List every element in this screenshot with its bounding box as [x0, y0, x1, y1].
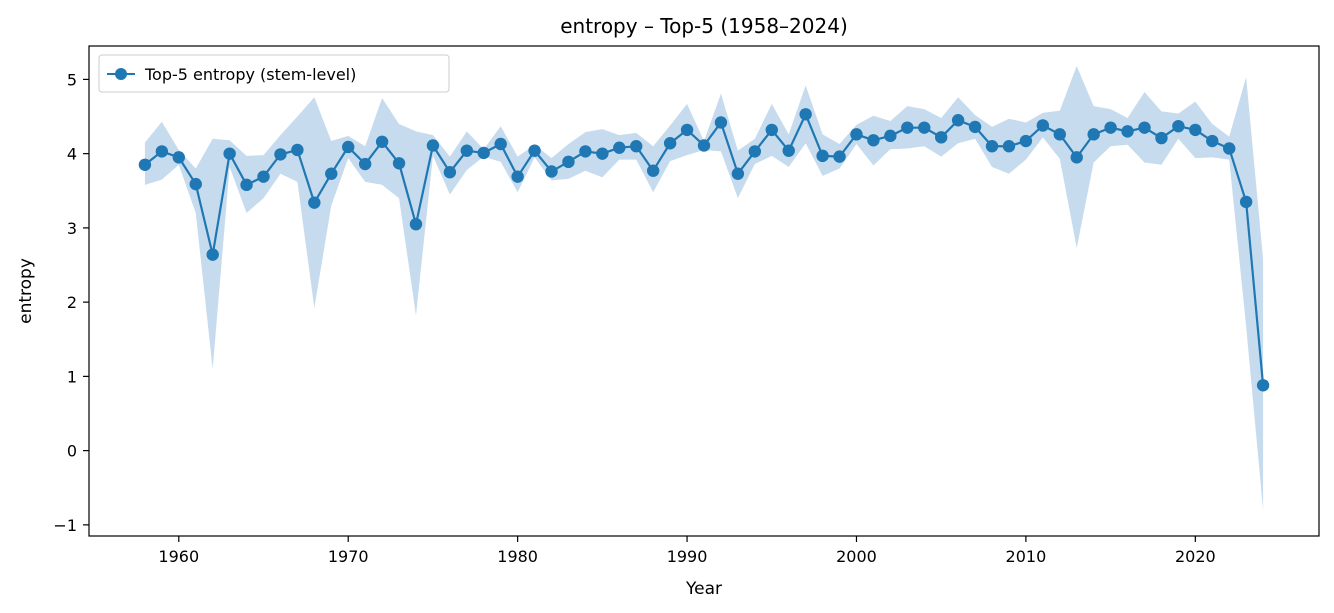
data-point-1972: [375, 135, 389, 148]
x-tick-label: 2020: [1175, 547, 1216, 566]
data-point-1975: [426, 139, 440, 152]
legend: Top-5 entropy (stem-level): [98, 54, 450, 93]
x-tick-label: 1990: [667, 547, 708, 566]
data-point-2013: [1070, 151, 1083, 164]
data-point-1988: [646, 164, 660, 177]
data-point-1992: [714, 116, 728, 129]
data-point-1989: [663, 137, 677, 150]
y-tick-label: 2: [67, 293, 77, 312]
data-point-1969: [325, 167, 338, 180]
x-tick-label: 2000: [836, 547, 877, 566]
data-point-2015: [1104, 121, 1117, 134]
data-point-1990: [680, 123, 694, 137]
data-point-1962: [206, 248, 219, 261]
data-point-1964: [240, 178, 253, 192]
data-point-1976: [443, 166, 457, 179]
data-point-1959: [155, 145, 169, 158]
data-point-1987: [630, 140, 643, 153]
y-axis: −1 0 1 2 3 4 5: [53, 70, 89, 535]
y-tick-label: 4: [67, 145, 77, 164]
data-point-2012: [1053, 128, 1066, 141]
data-point-2014: [1087, 128, 1100, 141]
plot-frame: [88, 45, 1320, 537]
data-point-2024: [1256, 379, 1270, 392]
data-point-1999: [833, 150, 846, 163]
data-point-1973: [392, 157, 406, 170]
data-point-1980: [511, 170, 524, 183]
chart-title: entropy – Top-5 (1958–2024): [560, 14, 848, 38]
data-point-2018: [1155, 131, 1168, 145]
legend-box: [98, 54, 450, 93]
data-point-2023: [1239, 195, 1253, 209]
data-point-1977: [460, 144, 474, 157]
data-point-2021: [1206, 134, 1219, 148]
data-point-1978: [477, 146, 490, 160]
data-point-1984: [579, 145, 592, 158]
data-point-2011: [1036, 119, 1050, 132]
data-point-2010: [1019, 134, 1033, 148]
data-point-1993: [731, 167, 745, 180]
x-tick-label: 1980: [497, 547, 538, 566]
data-point-1998: [816, 149, 829, 163]
data-point-1985: [596, 147, 609, 160]
data-point-2004: [918, 121, 931, 134]
data-point-2009: [1002, 140, 1016, 153]
data-point-1971: [358, 157, 372, 171]
data-point-1960: [172, 151, 185, 164]
data-point-1967: [291, 143, 304, 157]
data-point-1986: [613, 141, 626, 154]
data-point-1994: [748, 145, 762, 158]
data-point-2019: [1172, 119, 1185, 133]
data-point-1963: [223, 147, 236, 160]
data-point-1974: [409, 217, 423, 231]
data-point-1991: [697, 139, 711, 152]
data-point-1970: [342, 140, 355, 154]
data-point-2000: [850, 128, 863, 141]
data-point-1961: [189, 177, 202, 191]
confidence-band: [144, 66, 1264, 511]
data-point-1965: [257, 170, 270, 183]
data-point-2008: [985, 140, 999, 153]
x-tick-label: 1960: [158, 547, 199, 566]
data-point-2002: [884, 129, 897, 143]
data-point-2005: [934, 131, 948, 144]
y-tick-label: 5: [67, 70, 77, 89]
data-point-2007: [968, 120, 982, 134]
y-tick-label: 0: [67, 442, 77, 461]
data-point-2020: [1189, 123, 1202, 137]
y-tick-label: −1: [53, 516, 77, 535]
data-point-2003: [901, 121, 914, 134]
data-point-1982: [545, 165, 558, 178]
x-tick-label: 1970: [328, 547, 369, 566]
data-point-2006: [951, 114, 965, 127]
data-point-1981: [528, 144, 541, 157]
x-axis: 1960 1970 1980 1990 2000 2010 2020: [158, 536, 1216, 566]
data-point-1979: [494, 137, 507, 151]
data-point-2001: [867, 134, 880, 147]
data-point-1997: [799, 108, 812, 121]
data-point-2017: [1138, 121, 1151, 134]
data-point-1983: [562, 155, 575, 169]
x-axis-label: Year: [685, 579, 722, 599]
legend-marker-swatch: [115, 68, 127, 80]
y-tick-label: 3: [67, 219, 77, 238]
data-point-1995: [765, 123, 778, 137]
data-point-1996: [782, 144, 795, 157]
data-point-1968: [308, 196, 321, 209]
data-point-2016: [1121, 125, 1134, 138]
data-point-1958: [138, 158, 152, 171]
data-point-2022: [1223, 142, 1236, 155]
y-axis-label: entropy: [16, 258, 36, 324]
data-point-1966: [274, 148, 287, 161]
y-tick-label: 1: [67, 367, 77, 386]
legend-label: Top-5 entropy (stem-level): [144, 65, 356, 84]
x-tick-label: 2010: [1006, 547, 1047, 566]
